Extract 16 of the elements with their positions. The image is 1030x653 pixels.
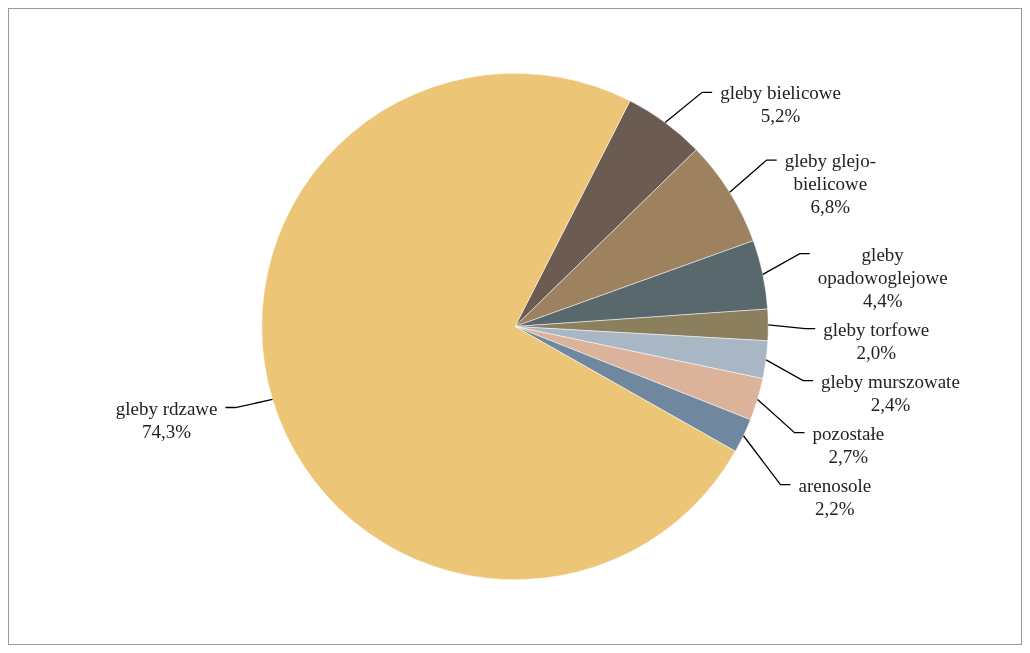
slice-label: gleby murszowate [821,370,960,392]
data-label: 2,4% [870,393,911,415]
slice-label: gleby bielicowe [720,82,841,104]
data-label: 2,2% [815,497,855,519]
data-label: 74,3% [142,420,192,442]
slice-label: gleby torfowe [823,318,930,340]
slice-label: arenosole [798,474,872,496]
slice-label: gleby glejo-bielicowe [784,150,876,195]
slice-label: gleby rdzawe [115,397,218,419]
data-label: 4,4% [862,289,903,311]
slice-label: pozostałe [812,422,885,444]
data-label: 5,2% [760,105,801,127]
data-label: 6,8% [810,196,851,218]
data-label: 2,0% [856,341,897,363]
data-label: 2,7% [828,445,869,467]
slice-label: gleby opadowoglejowe [817,243,948,288]
